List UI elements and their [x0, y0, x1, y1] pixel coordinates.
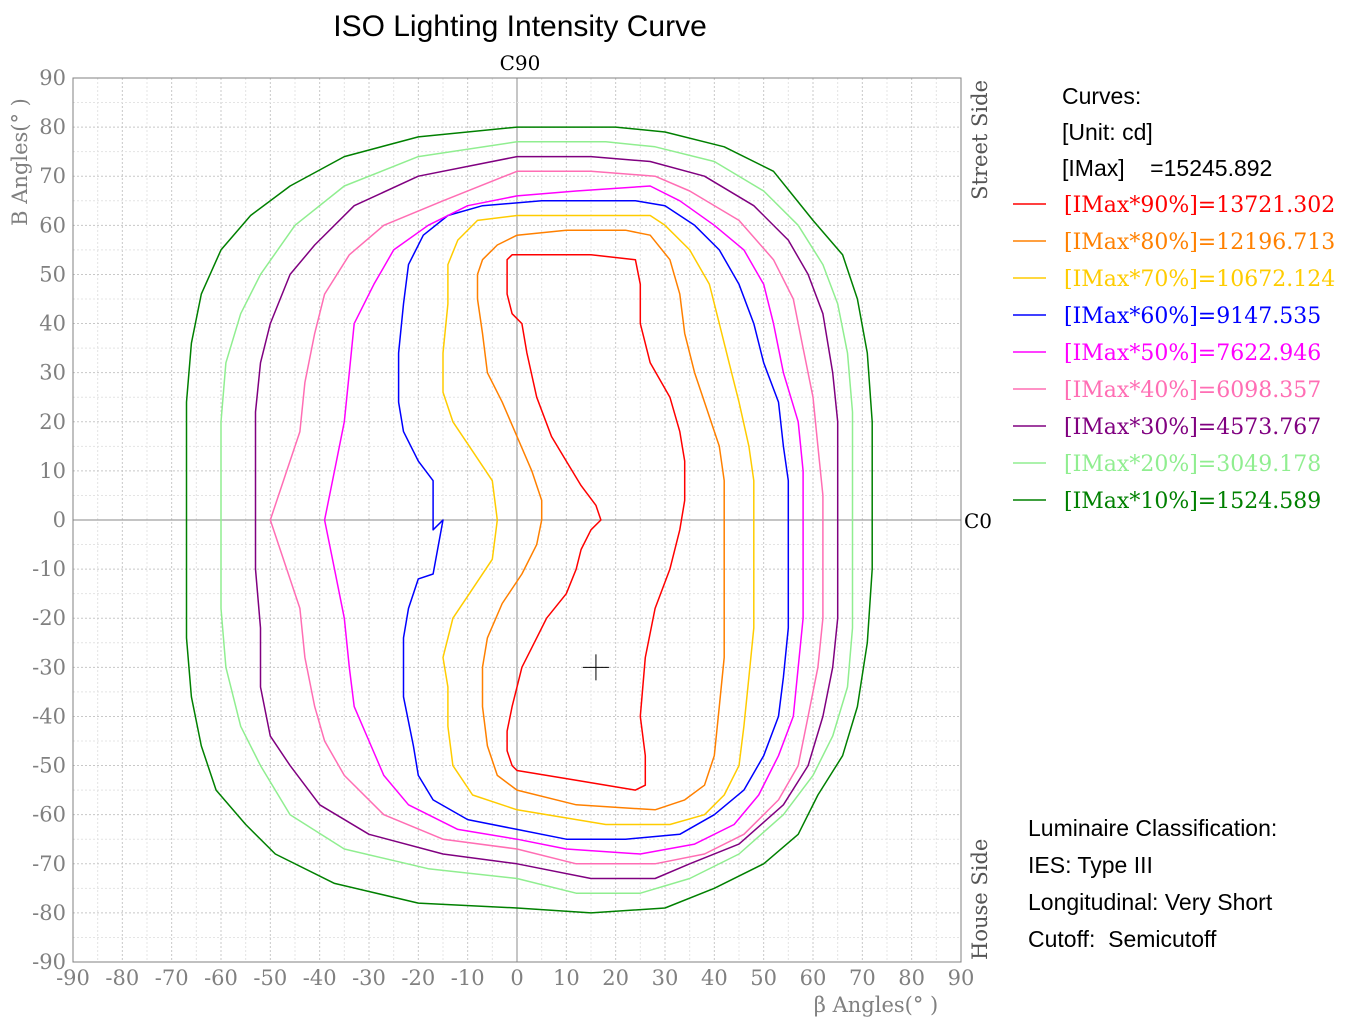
c90-label: C90: [500, 51, 541, 75]
x-tick-label: -90: [56, 966, 90, 990]
street-side-label: Street Side: [968, 80, 992, 200]
y-tick-label: 10: [39, 459, 66, 483]
x-tick-label: -60: [204, 966, 238, 990]
legend-label: [IMax*40%]=6098.357: [1064, 378, 1321, 403]
x-tick-label: 80: [898, 966, 925, 990]
y-tick-label: 0: [53, 508, 66, 532]
x-tick-label: 40: [701, 966, 728, 990]
x-tick-label: 50: [750, 966, 777, 990]
y-tick-label: 60: [39, 213, 66, 237]
x-tick-label: 20: [602, 966, 629, 990]
c0-label: C0: [964, 509, 992, 533]
chart-title: ISO Lighting Intensity Curve: [333, 10, 707, 43]
x-tick-label: 60: [800, 966, 827, 990]
y-tick-label: 40: [39, 312, 66, 336]
classification-heading: Luminaire Classification:: [1028, 815, 1277, 841]
iso-curve: [185, 126, 873, 914]
legend-header-curves: Curves:: [1062, 83, 1141, 109]
y-axis-label: B Angles(° ): [8, 98, 32, 226]
y-tick-label: 70: [39, 164, 66, 188]
x-tick-label: 70: [849, 966, 876, 990]
classification-ies: IES: Type III: [1028, 852, 1153, 878]
x-tick-label: -70: [155, 966, 189, 990]
legend-label: [IMax*80%]=12196.713: [1064, 230, 1335, 255]
x-tick-label: -80: [105, 966, 139, 990]
y-tick-label: 90: [39, 66, 66, 90]
iso-curve: [220, 141, 854, 894]
y-tick-label: -10: [32, 557, 66, 581]
legend-label: [IMax*30%]=4573.767: [1064, 415, 1321, 440]
y-tick-label: -50: [32, 754, 66, 778]
iso-curve: [397, 200, 790, 840]
y-tick-label: -30: [32, 655, 66, 679]
plot-frame: [72, 77, 962, 963]
y-tick-label: -80: [32, 901, 66, 925]
y-tick-label: -70: [32, 852, 66, 876]
y-tick-label: 50: [39, 262, 66, 286]
legend-label: [IMax*90%]=13721.302: [1064, 193, 1335, 218]
x-tick-label: 30: [652, 966, 679, 990]
x-tick-label: -50: [253, 966, 287, 990]
x-tick-label: 10: [553, 966, 580, 990]
y-tick-label: -40: [32, 704, 66, 728]
legend-header-unit: [Unit: cd]: [1062, 119, 1153, 145]
y-tick-label: 80: [39, 115, 66, 139]
legend-header-imax: [IMax] =15245.892: [1062, 155, 1272, 181]
iso-curves: [185, 126, 873, 914]
x-tick-label: -40: [303, 966, 337, 990]
legend-entries: [IMax*90%]=13721.302 [IMax*80%]=12196.713…: [1013, 193, 1335, 514]
x-tick-label: 90: [948, 966, 975, 990]
legend-label: [IMax*10%]=1524.589: [1064, 489, 1321, 514]
max-intensity-marker: [582, 654, 609, 681]
legend-label: [IMax*60%]=9147.535: [1064, 304, 1321, 329]
y-tick-label: -90: [32, 950, 66, 974]
iso-curve: [254, 155, 839, 880]
iso-curve: [506, 254, 686, 791]
iso-curve: [269, 170, 824, 865]
x-axis-label: β Angles(° ): [814, 993, 938, 1017]
legend: Curves: [Unit: cd] [IMax] =15245.892 [IM…: [1013, 83, 1335, 514]
tick-labels: -90 -80 -70 -60 -50 -40 -30 -20 -10 0 10 20 30 40 50 60…: [32, 66, 974, 990]
house-side-label: House Side: [968, 839, 992, 960]
legend-label: [IMax*70%]=10672.124: [1064, 267, 1335, 292]
classification-block: Luminaire Classification: IES: Type III …: [1028, 815, 1277, 952]
y-tick-label: -20: [32, 606, 66, 630]
iso-curve: [442, 214, 755, 826]
y-tick-label: 30: [39, 361, 66, 385]
y-tick-label: -60: [32, 803, 66, 827]
x-tick-label: -10: [451, 966, 485, 990]
iso-curve: [323, 185, 804, 855]
y-tick-label: 20: [39, 410, 66, 434]
x-tick-label: -30: [352, 966, 386, 990]
x-tick-label: -20: [401, 966, 435, 990]
classification-cutoff: Cutoff: Semicutoff: [1028, 926, 1217, 952]
x-tick-label: 0: [510, 966, 523, 990]
iso-curve: [476, 229, 725, 811]
classification-longitudinal: Longitudinal: Very Short: [1028, 889, 1273, 915]
legend-label: [IMax*20%]=3049.178: [1064, 452, 1321, 477]
legend-label: [IMax*50%]=7622.946: [1064, 341, 1321, 366]
